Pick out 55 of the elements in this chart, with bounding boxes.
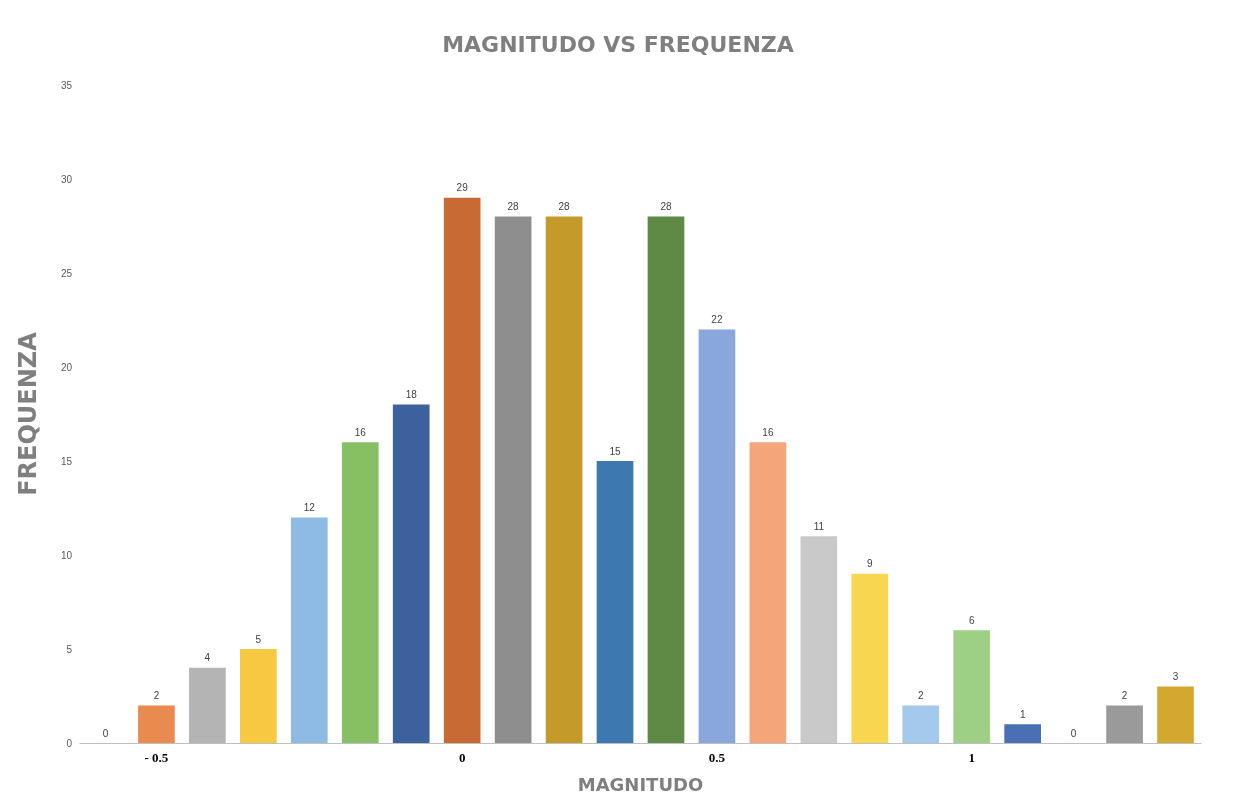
bar <box>1157 686 1194 743</box>
data-label: 0 <box>1070 727 1077 739</box>
y-tick-label: 20 <box>60 361 73 373</box>
data-label: 28 <box>507 201 520 213</box>
data-label: 22 <box>711 313 723 325</box>
y-tick-label: 30 <box>60 173 73 185</box>
data-label: 0 <box>102 727 109 739</box>
x-axis-title: MAGNITUDO <box>577 773 704 795</box>
y-tick-label: 25 <box>60 267 73 279</box>
data-label: 28 <box>558 201 571 213</box>
data-label: 28 <box>660 201 672 213</box>
bar <box>240 649 277 743</box>
x-tick-label: 1 <box>968 750 975 765</box>
bar <box>545 216 583 743</box>
bar <box>953 630 991 743</box>
data-label: 18 <box>405 389 418 401</box>
bar <box>851 573 889 743</box>
data-label: 2 <box>153 689 160 701</box>
bar <box>698 329 736 743</box>
bar <box>443 197 481 743</box>
data-label: 29 <box>456 182 469 194</box>
data-label: 15 <box>609 445 622 457</box>
data-label: 2 <box>1121 689 1128 701</box>
bar <box>596 461 634 743</box>
bar <box>647 216 685 743</box>
data-label: 3 <box>1172 671 1179 683</box>
bar <box>138 705 175 743</box>
bar <box>902 705 940 743</box>
x-tick-label: 0.5 <box>708 750 726 765</box>
bar <box>1004 724 1041 743</box>
data-label: 12 <box>303 501 316 513</box>
data-label: 5 <box>255 633 262 645</box>
data-label: 16 <box>762 426 774 438</box>
y-tick-label: 5 <box>66 643 73 655</box>
chart-title: MAGNITUDO VS FREQUENZA <box>442 31 794 57</box>
x-tick-label: 0 <box>458 750 466 765</box>
bar <box>749 442 787 743</box>
data-label: 16 <box>354 426 367 438</box>
y-tick-label: 0 <box>66 737 73 749</box>
data-label: 9 <box>867 558 874 570</box>
bar <box>290 517 328 743</box>
data-label: 4 <box>204 652 211 664</box>
y-axis-title: FREQUENZA <box>14 331 42 496</box>
bar <box>341 442 379 743</box>
data-label: 2 <box>917 689 924 701</box>
data-label: 1 <box>1019 708 1026 720</box>
x-tick-label: - 0.5 <box>144 750 169 765</box>
data-label: 6 <box>968 614 975 626</box>
bar <box>494 216 532 743</box>
data-label: 11 <box>813 520 825 532</box>
y-tick-label: 10 <box>60 549 73 561</box>
y-tick-label: 15 <box>60 455 73 467</box>
bar <box>1106 705 1143 743</box>
y-tick-label: 35 <box>60 79 73 91</box>
bar <box>392 404 430 743</box>
